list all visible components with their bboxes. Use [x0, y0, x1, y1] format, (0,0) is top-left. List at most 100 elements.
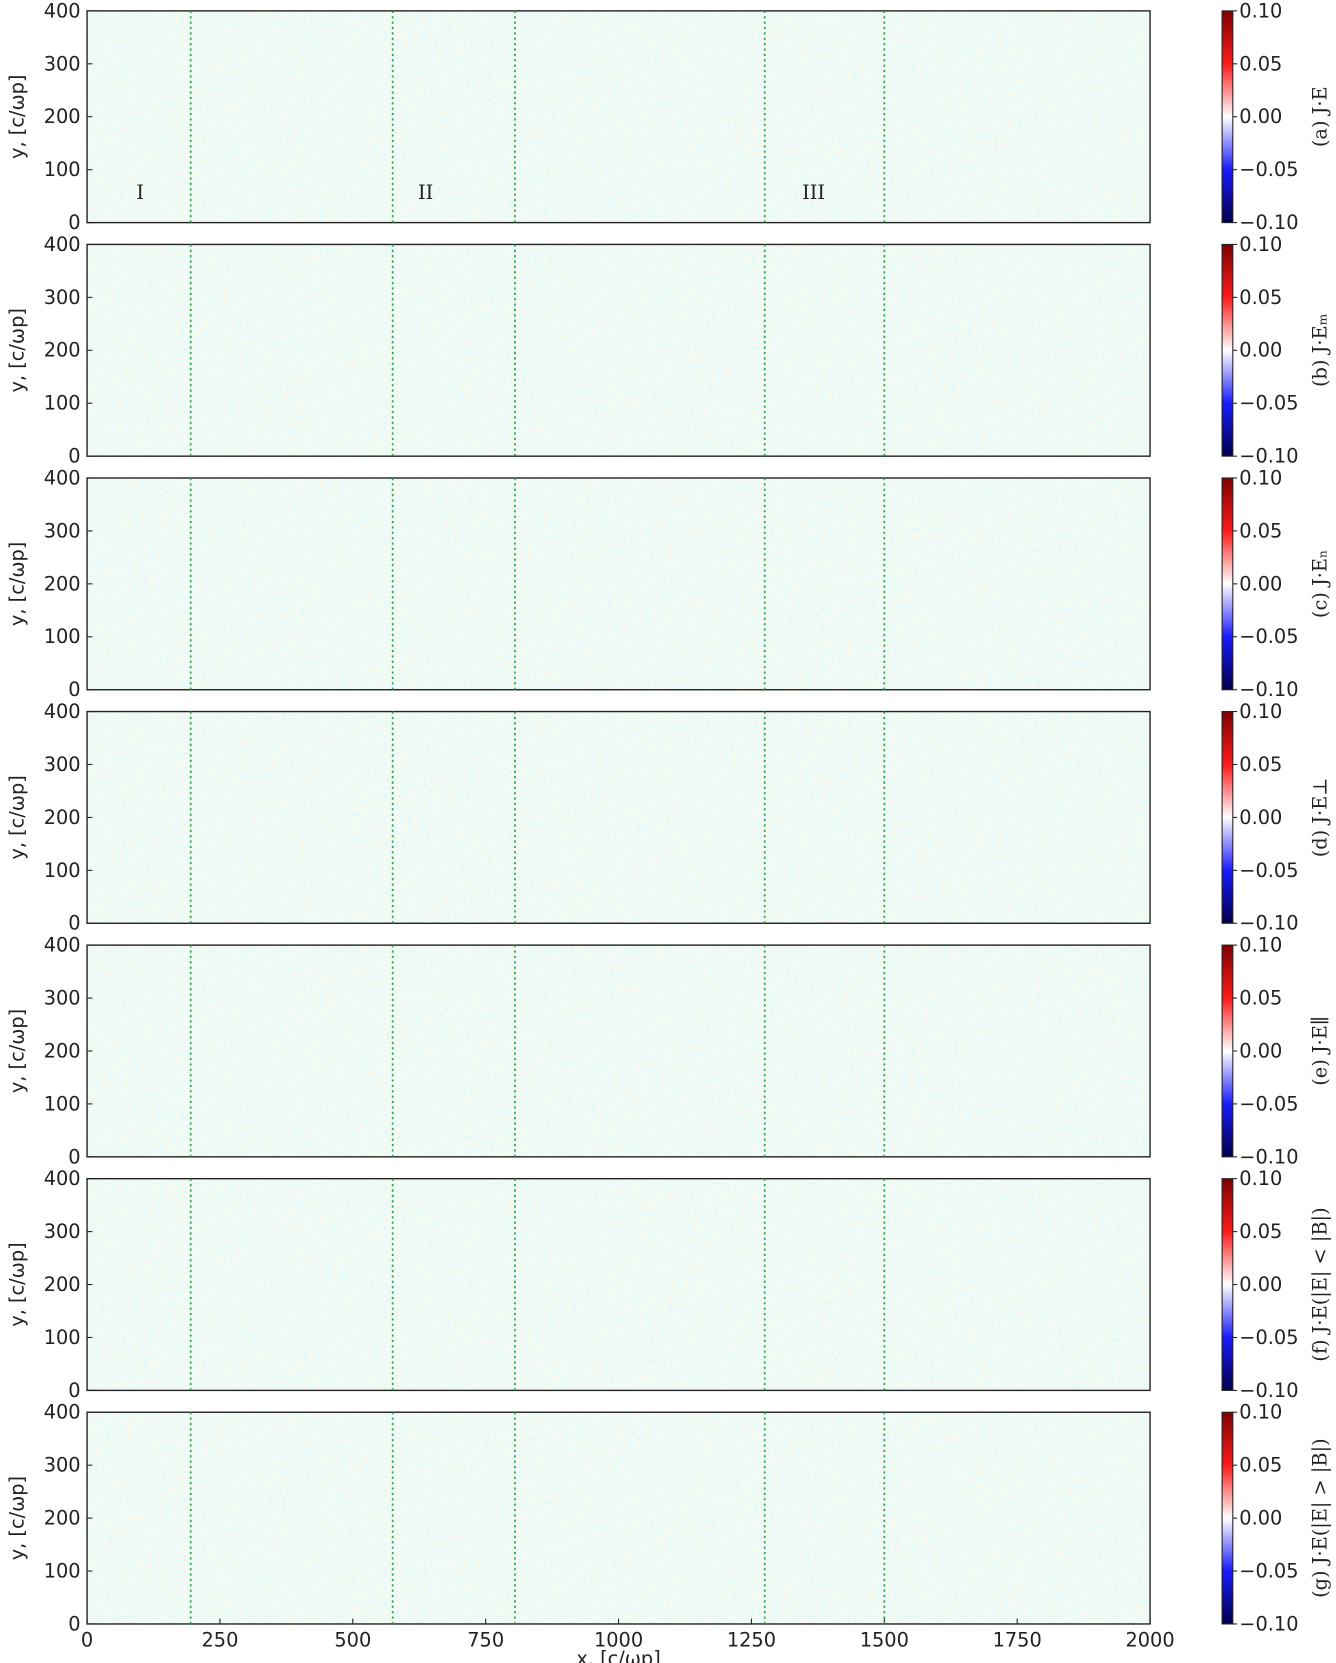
y-tick-label: 300 [44, 986, 81, 1009]
y-axis-label: y, [c/ωp] [6, 308, 29, 392]
y-tick-label: 200 [44, 806, 81, 829]
y-axis-label: y, [c/ωp] [6, 75, 29, 159]
colorbar-tick-label: −0.10 [1239, 1379, 1298, 1402]
colorbar-tick-label: 0.05 [1239, 286, 1282, 309]
y-tick-label: 300 [44, 519, 81, 542]
colorbar-label: (a) J·E [1308, 86, 1331, 147]
y-tick-label: 400 [44, 934, 81, 957]
colorbar-tick-label: 0.10 [1239, 233, 1282, 256]
colorbar-tick-label: 0.10 [1239, 700, 1282, 723]
y-tick-label: 0 [68, 1379, 80, 1402]
colorbar-tick-label: 0.05 [1239, 1454, 1282, 1477]
heatmap-texture [87, 10, 1151, 223]
y-tick-label: 0 [68, 1145, 80, 1168]
colorbar-tick-label: 0.00 [1239, 105, 1282, 128]
colorbar-tick-label: 0.05 [1239, 519, 1282, 542]
x-tick-label: 750 [467, 1629, 504, 1652]
colorbar-tick-label: 0.05 [1239, 1220, 1282, 1243]
colorbar-tick-label: 0.10 [1239, 466, 1282, 489]
colorbar-label: (d) J·E⊥ [1308, 778, 1331, 858]
colorbar-tick-label: −0.10 [1239, 211, 1298, 234]
y-tick-label: 400 [44, 1401, 81, 1424]
y-tick-label: 300 [44, 286, 81, 309]
y-axis-label: y, [c/ωp] [6, 1009, 29, 1093]
y-axis-label: y, [c/ωp] [6, 775, 29, 859]
y-tick-label: 300 [44, 52, 81, 75]
region-label: II [418, 181, 433, 204]
colorbar [1221, 243, 1234, 457]
colorbar-tick-label: −0.10 [1239, 678, 1298, 701]
colorbar-label: (e) J·E∥ [1308, 1016, 1331, 1086]
colorbar-tick-label: −0.05 [1239, 859, 1298, 882]
y-tick-label: 100 [44, 859, 81, 882]
y-tick-label: 100 [44, 1092, 81, 1115]
colorbar-tick-label: 0.00 [1239, 1507, 1282, 1530]
y-tick-label: 0 [68, 445, 80, 468]
x-tick-label: 1000 [594, 1629, 643, 1652]
colorbar-tick-label: 0.00 [1239, 806, 1282, 829]
colorbar-label: (g) J·E(|E| > |B|) [1308, 1438, 1331, 1598]
y-tick-label: 200 [44, 1039, 81, 1062]
heatmap-texture [87, 945, 1151, 1157]
colorbar-tick-label: −0.05 [1239, 1092, 1298, 1115]
x-tick-label: 1500 [860, 1629, 909, 1652]
colorbar-tick-label: 0.10 [1239, 934, 1282, 957]
colorbar-tick-label: 0.10 [1239, 0, 1282, 22]
colorbar [1221, 477, 1234, 691]
x-tick-label: 0 [81, 1629, 93, 1652]
x-axis-label: x, [c/ωp] [576, 1647, 660, 1663]
y-tick-label: 400 [44, 466, 81, 489]
y-axis-label: y, [c/ωp] [6, 1476, 29, 1560]
heatmap-texture [87, 1412, 1151, 1624]
heatmap-texture [87, 477, 1151, 690]
y-tick-label: 300 [44, 753, 81, 776]
colorbar-tick-label: 0.05 [1239, 753, 1282, 776]
y-tick-label: 100 [44, 158, 81, 181]
colorbar [1221, 1178, 1234, 1391]
x-tick-label: 250 [201, 1629, 238, 1652]
colorbar-tick-label: −0.05 [1239, 1559, 1298, 1582]
y-tick-label: 400 [44, 233, 81, 256]
y-tick-label: 200 [44, 339, 81, 362]
y-tick-label: 300 [44, 1454, 81, 1477]
colorbar [1221, 711, 1234, 924]
x-tick-label: 1250 [727, 1629, 776, 1652]
region-label: III [802, 181, 825, 204]
y-tick-label: 0 [68, 912, 80, 935]
colorbar-tick-label: 0.00 [1239, 339, 1282, 362]
colorbar-label: (c) J·Eₙ [1308, 550, 1331, 618]
y-tick-label: 200 [44, 572, 81, 595]
colorbar-tick-label: 0.00 [1239, 1273, 1282, 1296]
colorbar-tick-label: −0.05 [1239, 392, 1298, 415]
heatmap-texture [87, 1178, 1151, 1391]
y-tick-label: 300 [44, 1220, 81, 1243]
x-tick-label: 1750 [993, 1629, 1042, 1652]
y-tick-label: 200 [44, 105, 81, 128]
y-axis-label: y, [c/ωp] [6, 1242, 29, 1326]
colorbar-label: (b) J·Eₘ [1308, 313, 1331, 387]
y-tick-label: 400 [44, 1167, 81, 1190]
colorbar [1221, 944, 1234, 1158]
y-tick-label: 100 [44, 1559, 81, 1582]
y-tick-label: 0 [68, 1612, 80, 1635]
colorbar-tick-label: 0.05 [1239, 52, 1282, 75]
colorbar-label: (f) J·E(|E| < |B|) [1308, 1207, 1331, 1361]
y-axis-label: y, [c/ωp] [6, 542, 29, 626]
colorbar [1221, 1411, 1234, 1625]
colorbar-tick-label: −0.05 [1239, 1326, 1298, 1349]
y-tick-label: 0 [68, 678, 80, 701]
heatmap-texture [87, 711, 1151, 924]
y-tick-label: 200 [44, 1273, 81, 1296]
y-tick-label: 400 [44, 700, 81, 723]
y-tick-label: 100 [44, 625, 81, 648]
colorbar-tick-label: 0.00 [1239, 572, 1282, 595]
colorbar [1221, 10, 1234, 224]
y-tick-label: 400 [44, 0, 81, 22]
colorbar-tick-label: −0.05 [1239, 158, 1298, 181]
colorbar-tick-label: −0.05 [1239, 625, 1298, 648]
colorbar-tick-label: −0.10 [1239, 1145, 1298, 1168]
colorbar-tick-label: 0.10 [1239, 1167, 1282, 1190]
y-tick-label: 100 [44, 1326, 81, 1349]
colorbar-tick-label: −0.10 [1239, 1612, 1298, 1635]
